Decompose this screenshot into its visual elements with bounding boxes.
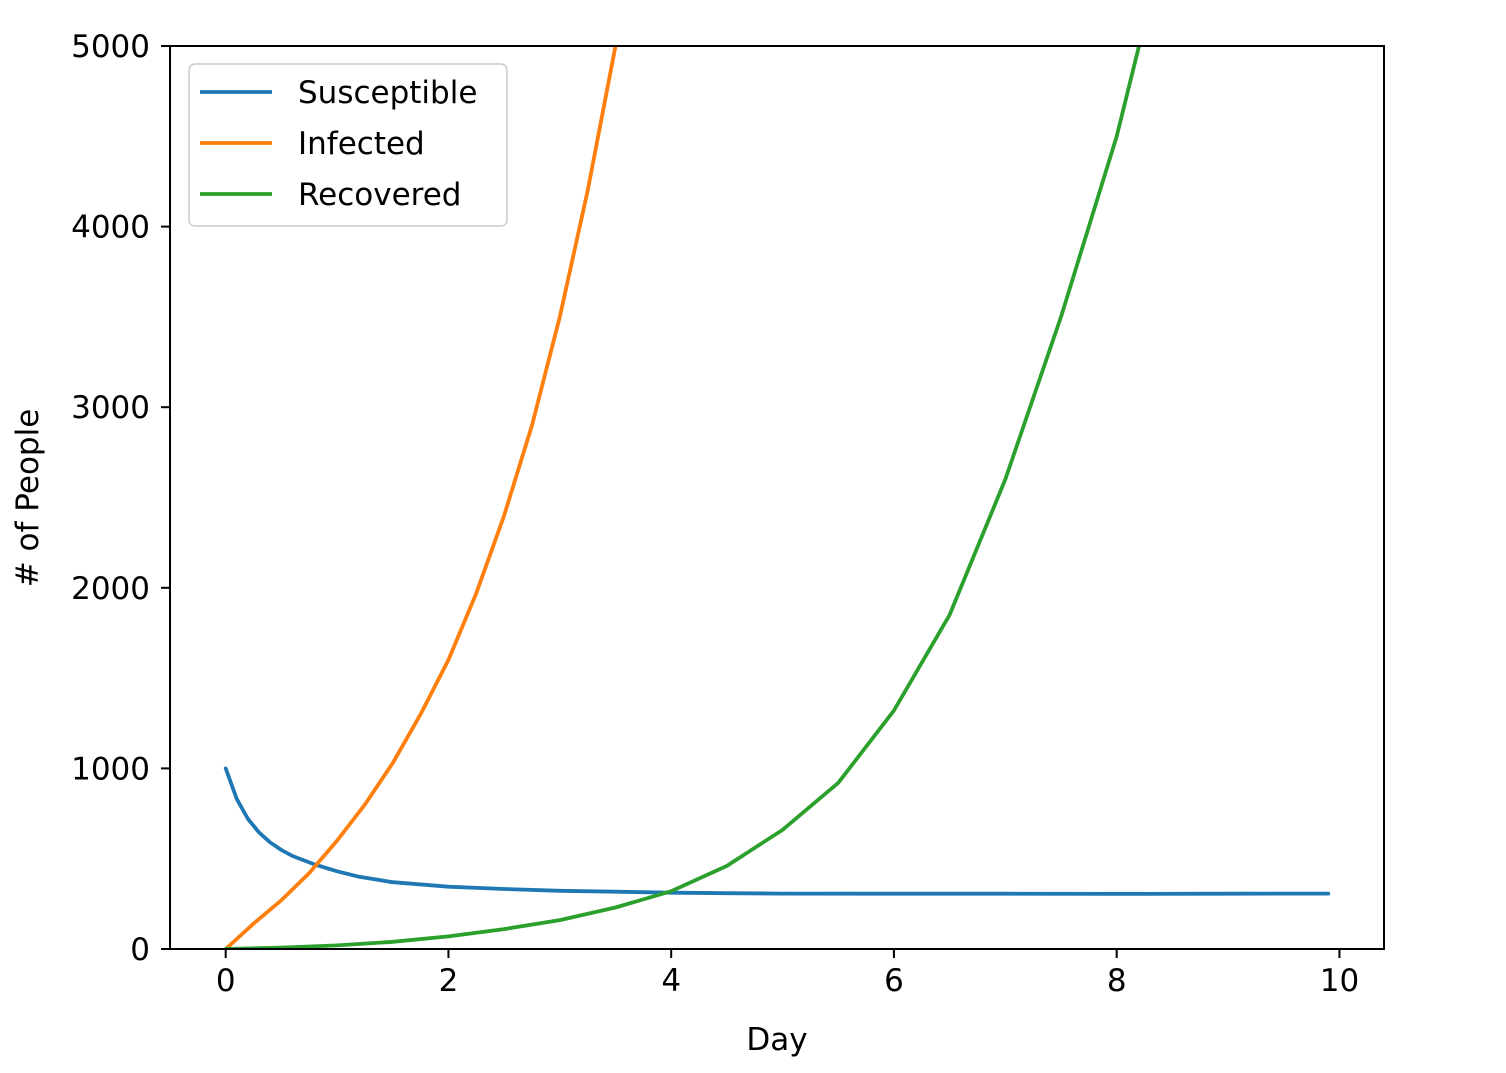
- series-line-recovered: [223, 46, 1141, 949]
- x-tick-label: 0: [216, 963, 236, 999]
- y-tick-label: 3000: [71, 390, 150, 426]
- x-tick-label: 6: [884, 963, 904, 999]
- y-tick-label: 5000: [71, 29, 150, 65]
- legend-label-susceptible: Susceptible: [298, 75, 477, 111]
- x-tick-label: 10: [1320, 963, 1359, 999]
- series-line-infected: [223, 46, 618, 949]
- y-tick-label: 0: [130, 932, 150, 968]
- legend-label-infected: Infected: [298, 126, 425, 162]
- x-axis-label: Day: [746, 1022, 807, 1058]
- legend-box: [188, 63, 508, 227]
- y-tick-label: 1000: [71, 751, 150, 787]
- y-tick-label: 2000: [71, 571, 150, 607]
- x-tick-label: 4: [661, 963, 681, 999]
- y-axis: 0 1000 2000 3000 4000 5000: [71, 29, 170, 968]
- legend: Susceptible Infected Recovered: [188, 63, 508, 227]
- series-line-susceptible: [223, 766, 1331, 896]
- x-axis: 0 2 4 6 8 10: [216, 949, 1359, 999]
- y-tick-label: 4000: [71, 210, 150, 246]
- x-tick-label: 2: [439, 963, 459, 999]
- x-tick-label: 8: [1107, 963, 1127, 999]
- legend-label-recovered: Recovered: [298, 177, 461, 213]
- plot-area-frame: [169, 45, 1385, 950]
- series-layer: [223, 46, 1331, 949]
- y-axis-label: # of People: [10, 409, 46, 588]
